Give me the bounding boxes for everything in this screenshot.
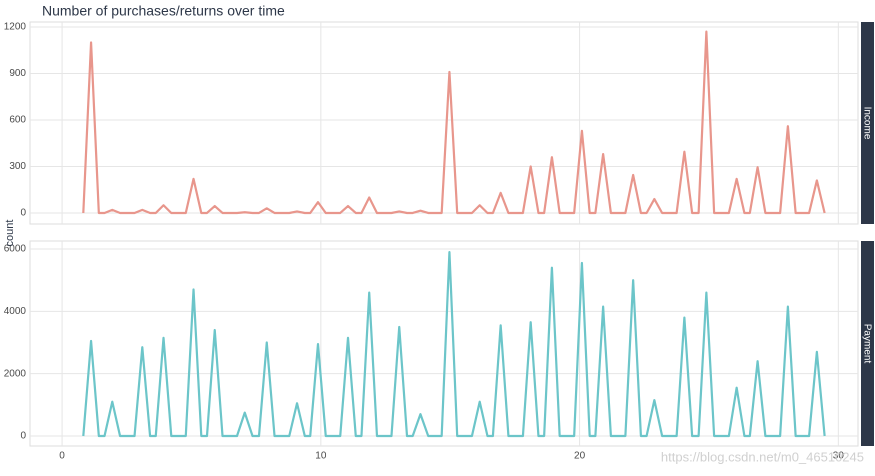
data-line <box>82 30 826 215</box>
x-tick-label: 30 <box>833 451 845 462</box>
x-tick-label: 10 <box>315 451 327 462</box>
y-tick-label: 4000 <box>4 306 27 317</box>
y-tick-label: 1200 <box>4 22 27 33</box>
y-tick-label: 300 <box>9 161 26 172</box>
y-tick-label: 0 <box>20 208 26 219</box>
plot-layer: 03006009001200Income0200040006000Payment… <box>4 21 874 462</box>
watermark: https://blog.csdn.net/m0_46510245 <box>661 449 864 464</box>
facet-strip <box>861 22 874 224</box>
facet-strip <box>861 241 874 446</box>
data-line <box>82 251 826 438</box>
facet-label: Income <box>861 107 872 140</box>
y-tick-label: 600 <box>9 115 26 126</box>
y-tick-label: 0 <box>20 431 26 442</box>
panel-border <box>29 21 859 225</box>
facet-label: Payment <box>861 324 872 364</box>
x-tick-label: 20 <box>574 451 586 462</box>
y-tick-label: 6000 <box>4 244 27 255</box>
y-tick-label: 900 <box>9 68 26 79</box>
y-axis-label: count <box>4 220 16 247</box>
y-tick-label: 2000 <box>4 368 27 379</box>
x-tick-label: 0 <box>59 451 65 462</box>
chart-title: Number of purchases/returns over time <box>42 3 285 19</box>
panel-border <box>29 240 859 447</box>
